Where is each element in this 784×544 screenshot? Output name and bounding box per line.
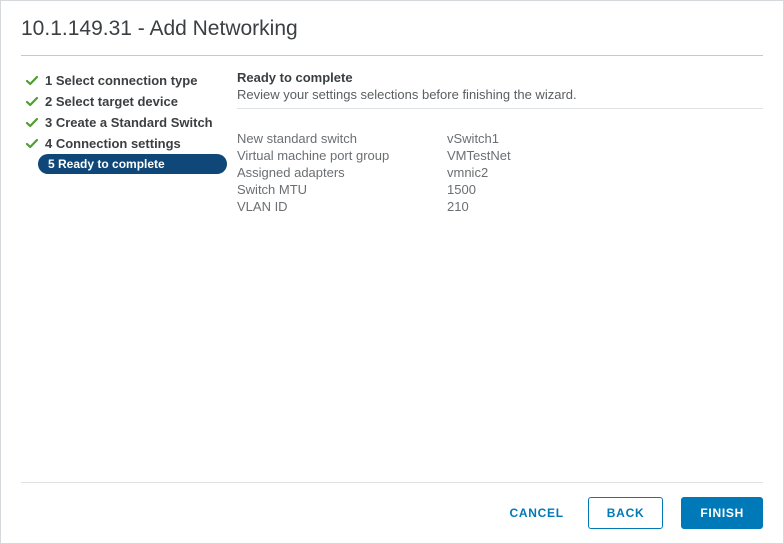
- dialog-footer: CANCEL BACK FINISH: [21, 482, 763, 543]
- summary-value: 1500: [447, 182, 763, 197]
- section-subtitle: Review your settings selections before f…: [237, 87, 763, 102]
- summary-key: Switch MTU: [237, 182, 447, 197]
- step-ready-to-complete[interactable]: 5 Ready to complete: [38, 154, 227, 174]
- step-label: 4 Connection settings: [45, 136, 181, 151]
- summary-key: New standard switch: [237, 131, 447, 146]
- section-divider: [237, 108, 763, 109]
- step-select-target-device[interactable]: 2 Select target device: [21, 91, 227, 112]
- step-label: 1 Select connection type: [45, 73, 197, 88]
- summary-value: VMTestNet: [447, 148, 763, 163]
- dialog-header: 10.1.149.31 - Add Networking: [1, 1, 783, 55]
- step-label: 2 Select target device: [45, 94, 178, 109]
- step-label: 3 Create a Standard Switch: [45, 115, 213, 130]
- check-icon: [25, 74, 39, 88]
- step-label: 5 Ready to complete: [48, 157, 165, 171]
- wizard-dialog: 10.1.149.31 - Add Networking 1 Select co…: [0, 0, 784, 544]
- summary-value: vmnic2: [447, 165, 763, 180]
- summary-value: 210: [447, 199, 763, 214]
- summary-key: Virtual machine port group: [237, 148, 447, 163]
- back-button[interactable]: BACK: [588, 497, 664, 529]
- step-connection-settings[interactable]: 4 Connection settings: [21, 133, 227, 154]
- finish-button[interactable]: FINISH: [681, 497, 763, 529]
- wizard-steps: 1 Select connection type 2 Select target…: [21, 70, 227, 482]
- summary-key: VLAN ID: [237, 199, 447, 214]
- check-icon: [25, 116, 39, 130]
- step-select-connection-type[interactable]: 1 Select connection type: [21, 70, 227, 91]
- cancel-button[interactable]: CANCEL: [503, 498, 569, 528]
- dialog-title: 10.1.149.31 - Add Networking: [21, 17, 763, 41]
- check-icon: [25, 137, 39, 151]
- dialog-body: 1 Select connection type 2 Select target…: [1, 56, 783, 482]
- step-create-standard-switch[interactable]: 3 Create a Standard Switch: [21, 112, 227, 133]
- check-icon: [25, 95, 39, 109]
- summary-value: vSwitch1: [447, 131, 763, 146]
- summary-table: New standard switch vSwitch1 Virtual mac…: [237, 131, 763, 214]
- section-title: Ready to complete: [237, 70, 763, 85]
- wizard-content: Ready to complete Review your settings s…: [227, 70, 763, 482]
- summary-key: Assigned adapters: [237, 165, 447, 180]
